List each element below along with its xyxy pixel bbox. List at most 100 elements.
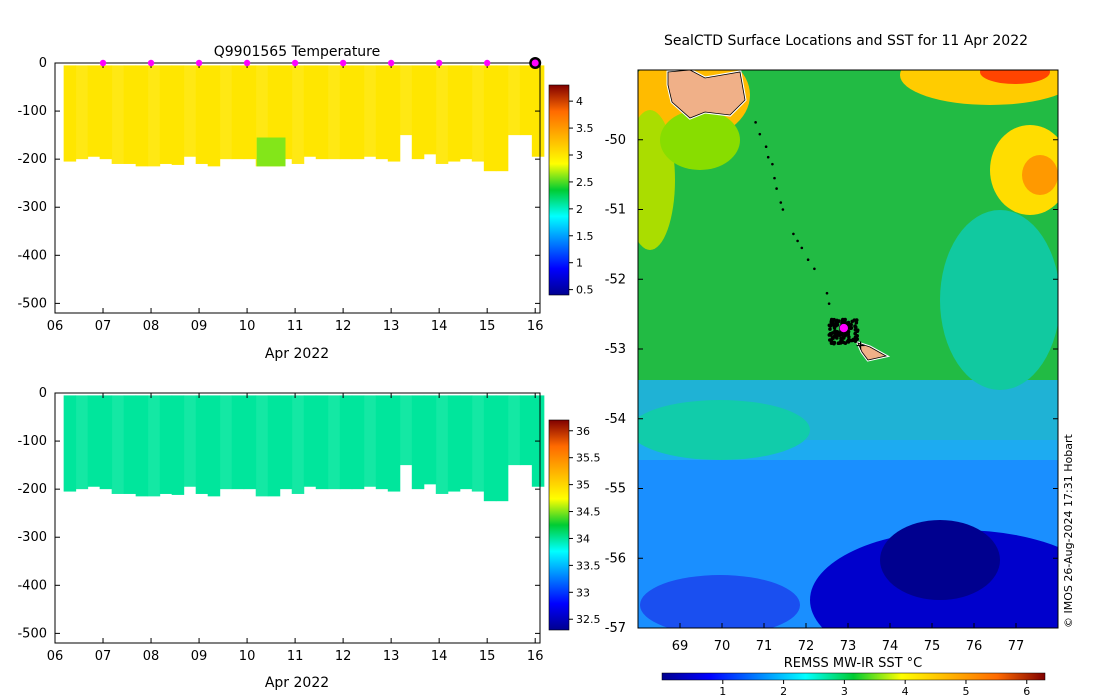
track-point <box>773 176 776 180</box>
cluster-point <box>830 320 835 324</box>
profile-cell <box>147 395 161 497</box>
map-y-tick-label: -55 <box>605 482 626 497</box>
cluster-point <box>841 317 845 322</box>
profile-cell <box>135 65 149 167</box>
sst-colorbar-tick-label: 6 <box>1023 685 1030 698</box>
temperature-title: Q9901565 Temperature <box>214 44 381 60</box>
colorbar-tick-label: 4 <box>576 95 583 108</box>
profile-cell <box>363 395 377 487</box>
profile-cell <box>447 395 461 492</box>
profile-cell <box>375 65 389 160</box>
map-y-tick-label: -57 <box>605 621 626 636</box>
x-tick-label: 06 <box>47 319 64 334</box>
cluster-point <box>853 331 857 336</box>
profile-cell <box>471 65 485 162</box>
y-tick-label: -300 <box>17 200 47 215</box>
sst-colorbar-tick-label: 2 <box>780 685 787 698</box>
colorbar-tick-label: 35 <box>576 479 590 492</box>
cluster-point <box>844 332 849 336</box>
map-y-tick-label: -53 <box>605 342 626 357</box>
profile-cell <box>435 395 449 494</box>
track-point <box>827 302 831 305</box>
sst-map-panel: SealCTD Surface Locations and SST for 11… <box>605 33 1075 698</box>
profile-cell <box>147 65 161 167</box>
salinity-axes-frame <box>54 392 541 644</box>
cluster-point <box>854 320 859 325</box>
colorbar-tick-label: 33.5 <box>576 559 601 572</box>
profile-cell <box>483 65 497 172</box>
x-tick-label: 16 <box>527 319 544 334</box>
profile-cell <box>435 65 449 164</box>
profile-cell <box>207 65 221 167</box>
profile-cell <box>63 395 77 492</box>
map-y-tick-label: -52 <box>605 272 626 287</box>
sst-colorbar-tick-label: 1 <box>719 685 726 698</box>
cluster-point <box>853 339 858 344</box>
map-x-tick-label: 69 <box>672 639 689 654</box>
surface-position-marker <box>243 59 251 67</box>
map-x-tick-label: 74 <box>882 639 899 654</box>
profile-cell <box>351 65 365 160</box>
temperature-surface-markers <box>99 57 542 69</box>
profile-cell <box>423 395 437 485</box>
track-point <box>781 208 785 211</box>
track-point <box>825 291 829 295</box>
temperature-profiles <box>63 65 545 172</box>
profile-cell <box>315 395 329 490</box>
surface-position-marker <box>99 59 107 67</box>
map-y-tick-label: -54 <box>605 412 626 427</box>
profile-cell <box>303 395 317 487</box>
profile-cell <box>351 395 365 490</box>
colorbar-tick-label: 0.5 <box>576 284 594 297</box>
profile-cell <box>447 65 461 162</box>
track-point <box>775 187 778 190</box>
y-tick-label: -500 <box>17 626 47 641</box>
x-tick-label: 09 <box>191 649 208 664</box>
profile-cell <box>291 65 305 164</box>
sst-field <box>638 70 1058 628</box>
surface-position-marker <box>483 59 491 67</box>
profile-cell <box>255 395 269 497</box>
track-point <box>800 246 804 250</box>
track-point <box>754 121 757 124</box>
salinity-axes: 06 07 08 09 10 11 12 13 14 15 16 0 -100 -200 -300 -400 -… <box>17 386 543 664</box>
track-point <box>813 267 816 271</box>
y-tick-label: -300 <box>17 530 47 545</box>
x-tick-label: 13 <box>383 319 400 334</box>
y-tick-label: -100 <box>17 434 47 449</box>
profile-cell <box>459 65 473 160</box>
profile-cell <box>243 65 257 160</box>
temperature-colorbar <box>548 84 570 296</box>
profile-cell <box>243 395 257 490</box>
surface-position-marker <box>387 59 395 67</box>
profile-cell <box>63 65 77 162</box>
track-point <box>806 258 810 262</box>
colorbar-tick-label: 34.5 <box>576 506 601 519</box>
sst-colorbar-tick-label: 3 <box>841 685 848 698</box>
temperature-axes: 06 07 08 09 10 11 12 13 14 15 16 0 -100 -200 -300 -400 -… <box>17 56 543 334</box>
seal-track <box>754 121 865 350</box>
profile-cell <box>327 65 341 160</box>
colorbar-tick-label: 2 <box>576 203 583 216</box>
profile-cell <box>327 395 341 490</box>
profile-cell <box>219 395 233 490</box>
track-point <box>796 239 799 243</box>
profile-cell <box>195 395 209 494</box>
profile-cell <box>219 65 233 160</box>
profile-cell <box>387 395 401 492</box>
colorbar-tick-label: 3.5 <box>576 122 594 135</box>
profile-cell <box>339 65 353 160</box>
profile-cell <box>495 395 509 502</box>
profile-cell <box>231 395 245 490</box>
map-y-tick-label: -50 <box>605 133 626 148</box>
salinity-colorbar <box>548 419 570 631</box>
y-tick-label: 0 <box>39 386 47 401</box>
track-point <box>779 201 783 204</box>
colorbar-tick-label: 33 <box>576 586 590 599</box>
y-tick-label: -500 <box>17 296 47 311</box>
cluster-point <box>853 328 858 332</box>
colorbar-tick-label: 32.5 <box>576 613 601 626</box>
profile-cell <box>207 395 221 497</box>
profile-cell <box>267 395 281 497</box>
map-x-tick-label: 76 <box>966 639 983 654</box>
